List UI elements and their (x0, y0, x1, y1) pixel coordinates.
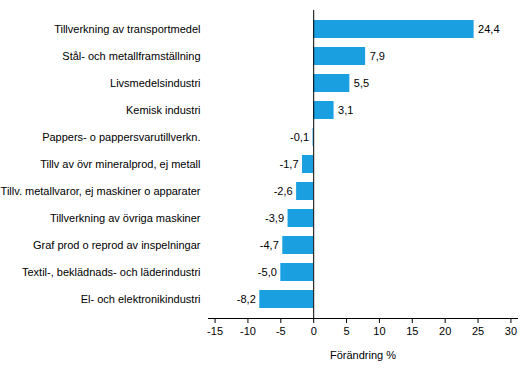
svg-text:-1,7: -1,7 (280, 158, 299, 170)
svg-text:30: 30 (505, 325, 517, 337)
svg-text:25: 25 (472, 325, 484, 337)
svg-text:5: 5 (344, 325, 350, 337)
svg-text:Kemisk industri: Kemisk industri (126, 104, 201, 116)
svg-text:Stål- och metallframställning: Stål- och metallframställning (62, 50, 200, 62)
svg-text:-8,2: -8,2 (237, 293, 256, 305)
svg-text:-5: -5 (276, 325, 286, 337)
svg-text:-3,9: -3,9 (265, 212, 284, 224)
svg-text:20: 20 (439, 325, 451, 337)
svg-text:7,9: 7,9 (370, 50, 385, 62)
svg-text:Pappers- o pappersvarutillverk: Pappers- o pappersvarutillverkn. (42, 131, 200, 143)
svg-text:24,4: 24,4 (478, 23, 499, 35)
svg-text:10: 10 (373, 325, 385, 337)
svg-text:Tillv. metallvaror, ej maskine: Tillv. metallvaror, ej maskiner o appara… (1, 185, 201, 197)
svg-text:-0,1: -0,1 (290, 131, 309, 143)
svg-text:Livsmedelsindustri: Livsmedelsindustri (110, 77, 200, 89)
svg-text:3,1: 3,1 (338, 104, 353, 116)
svg-text:15: 15 (406, 325, 418, 337)
svg-text:Tillverkning av övriga maskine: Tillverkning av övriga maskiner (50, 212, 201, 224)
svg-text:-2,6: -2,6 (274, 185, 293, 197)
svg-text:Tillv av övr mineralprod, ej m: Tillv av övr mineralprod, ej metall (40, 158, 200, 170)
svg-text:Tillverkning av transportmedel: Tillverkning av transportmedel (54, 23, 200, 35)
svg-text:El- och elektronikindustri: El- och elektronikindustri (81, 293, 201, 305)
svg-text:-10: -10 (240, 325, 256, 337)
svg-text:-5,0: -5,0 (258, 266, 277, 278)
svg-text:-4,7: -4,7 (260, 239, 279, 251)
svg-text:Förändring %: Förändring % (330, 349, 396, 361)
svg-text:0: 0 (311, 325, 317, 337)
svg-text:Textil-, beklädnads- och läder: Textil-, beklädnads- och läderindustri (22, 266, 201, 278)
svg-text:-15: -15 (207, 325, 223, 337)
svg-text:Graf prod o reprod av inspelni: Graf prod o reprod av inspelningar (33, 239, 201, 251)
svg-text:5,5: 5,5 (354, 77, 369, 89)
